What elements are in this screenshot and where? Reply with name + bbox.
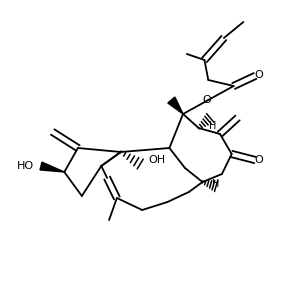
Text: O: O — [255, 155, 263, 165]
Text: O: O — [255, 70, 263, 80]
Text: O: O — [202, 95, 211, 105]
Text: H: H — [213, 179, 220, 189]
Text: H: H — [208, 121, 216, 131]
Polygon shape — [40, 162, 64, 172]
Text: OH: OH — [148, 155, 165, 165]
Polygon shape — [168, 97, 183, 114]
Text: HO: HO — [17, 161, 34, 171]
